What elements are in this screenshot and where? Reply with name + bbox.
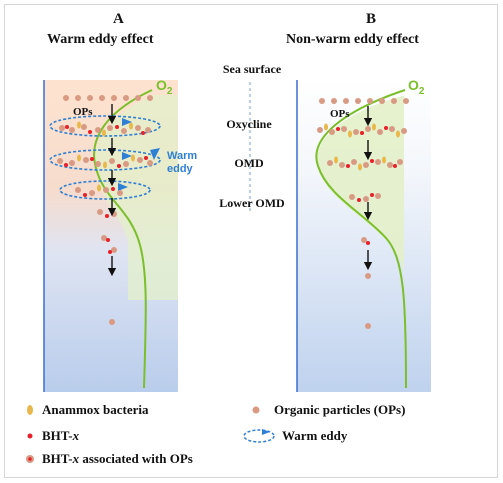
panel-b-title: Non-warm eddy effect — [286, 32, 419, 47]
legend-bht-x-label: BHT-x — [42, 428, 79, 444]
legend-warm-eddy-label: Warm eddy — [282, 428, 348, 443]
legend-bht-x-prefix: BHT- — [42, 428, 73, 443]
panel-b-o2-curve — [315, 89, 407, 389]
figure-frame — [4, 4, 498, 478]
depth-label-lower-omd: Lower OMD — [219, 196, 285, 210]
depth-label-sea-surface: Sea surface — [222, 62, 282, 76]
legend-bht-assoc-prefix: BHT- — [42, 451, 73, 466]
legend-bht-assoc-suffix: associated with OPs — [79, 451, 193, 466]
panel-a-ops-label: OPs — [73, 106, 93, 118]
legend-bht-assoc-label: BHT-x associated with OPs — [42, 451, 193, 467]
panel-a-letter: A — [113, 11, 124, 27]
panel-a-surface-particles — [63, 95, 153, 101]
o2-label-text: O — [156, 77, 167, 93]
panel-a-o2-curve — [93, 89, 153, 389]
legend-bht-x-icon — [27, 433, 33, 439]
panel-b-surface-particles — [319, 98, 409, 104]
panel-a-eddy-arrowheads — [118, 118, 160, 191]
panel-b-letter: B — [366, 11, 377, 27]
legend-anammox-icon — [27, 405, 33, 415]
panel-b-sinking-particles — [361, 237, 371, 329]
legend-warm-eddy-icon — [243, 429, 275, 443]
o2-subscript: 2 — [166, 85, 173, 97]
depth-label-oxycline: Oxycline — [226, 117, 272, 131]
warm-label-line2: eddy — [167, 163, 193, 175]
panel-b-particle-clusters — [317, 123, 407, 202]
panel-a-title: Warm eddy effect — [47, 32, 154, 47]
depth-label-omd: OMD — [234, 156, 264, 170]
legend-bht-x-italic: x — [72, 428, 80, 443]
warm-label-line1: Warm — [167, 150, 198, 162]
panel-b-ops-label: OPs — [330, 108, 350, 120]
legend-bht-assoc-dot-icon — [28, 457, 32, 461]
panel-a-warm-eddy-label: Warm eddy — [167, 150, 197, 176]
panel-a-particle-clusters — [57, 121, 153, 218]
legend-bht-assoc-italic: x — [72, 451, 80, 466]
panel-a-oxygen-fill — [94, 95, 178, 300]
o2-label-text: O — [408, 77, 419, 93]
o2-subscript: 2 — [418, 85, 425, 97]
panel-b-o2-label: O2 — [408, 77, 424, 97]
legend-organic-particle-icon — [252, 406, 260, 414]
legend-anammox-label: Anammox bacteria — [42, 402, 149, 417]
legend-organic-particles-label: Organic particles (OPs) — [274, 402, 406, 417]
legend-icons — [26, 405, 275, 463]
legend-warm-eddy-arrow-icon — [262, 429, 270, 435]
panel-a-o2-label: O2 — [156, 77, 172, 97]
panel-a-sinking-particles — [101, 235, 117, 325]
panel-b-oxygen-fill — [316, 96, 404, 272]
